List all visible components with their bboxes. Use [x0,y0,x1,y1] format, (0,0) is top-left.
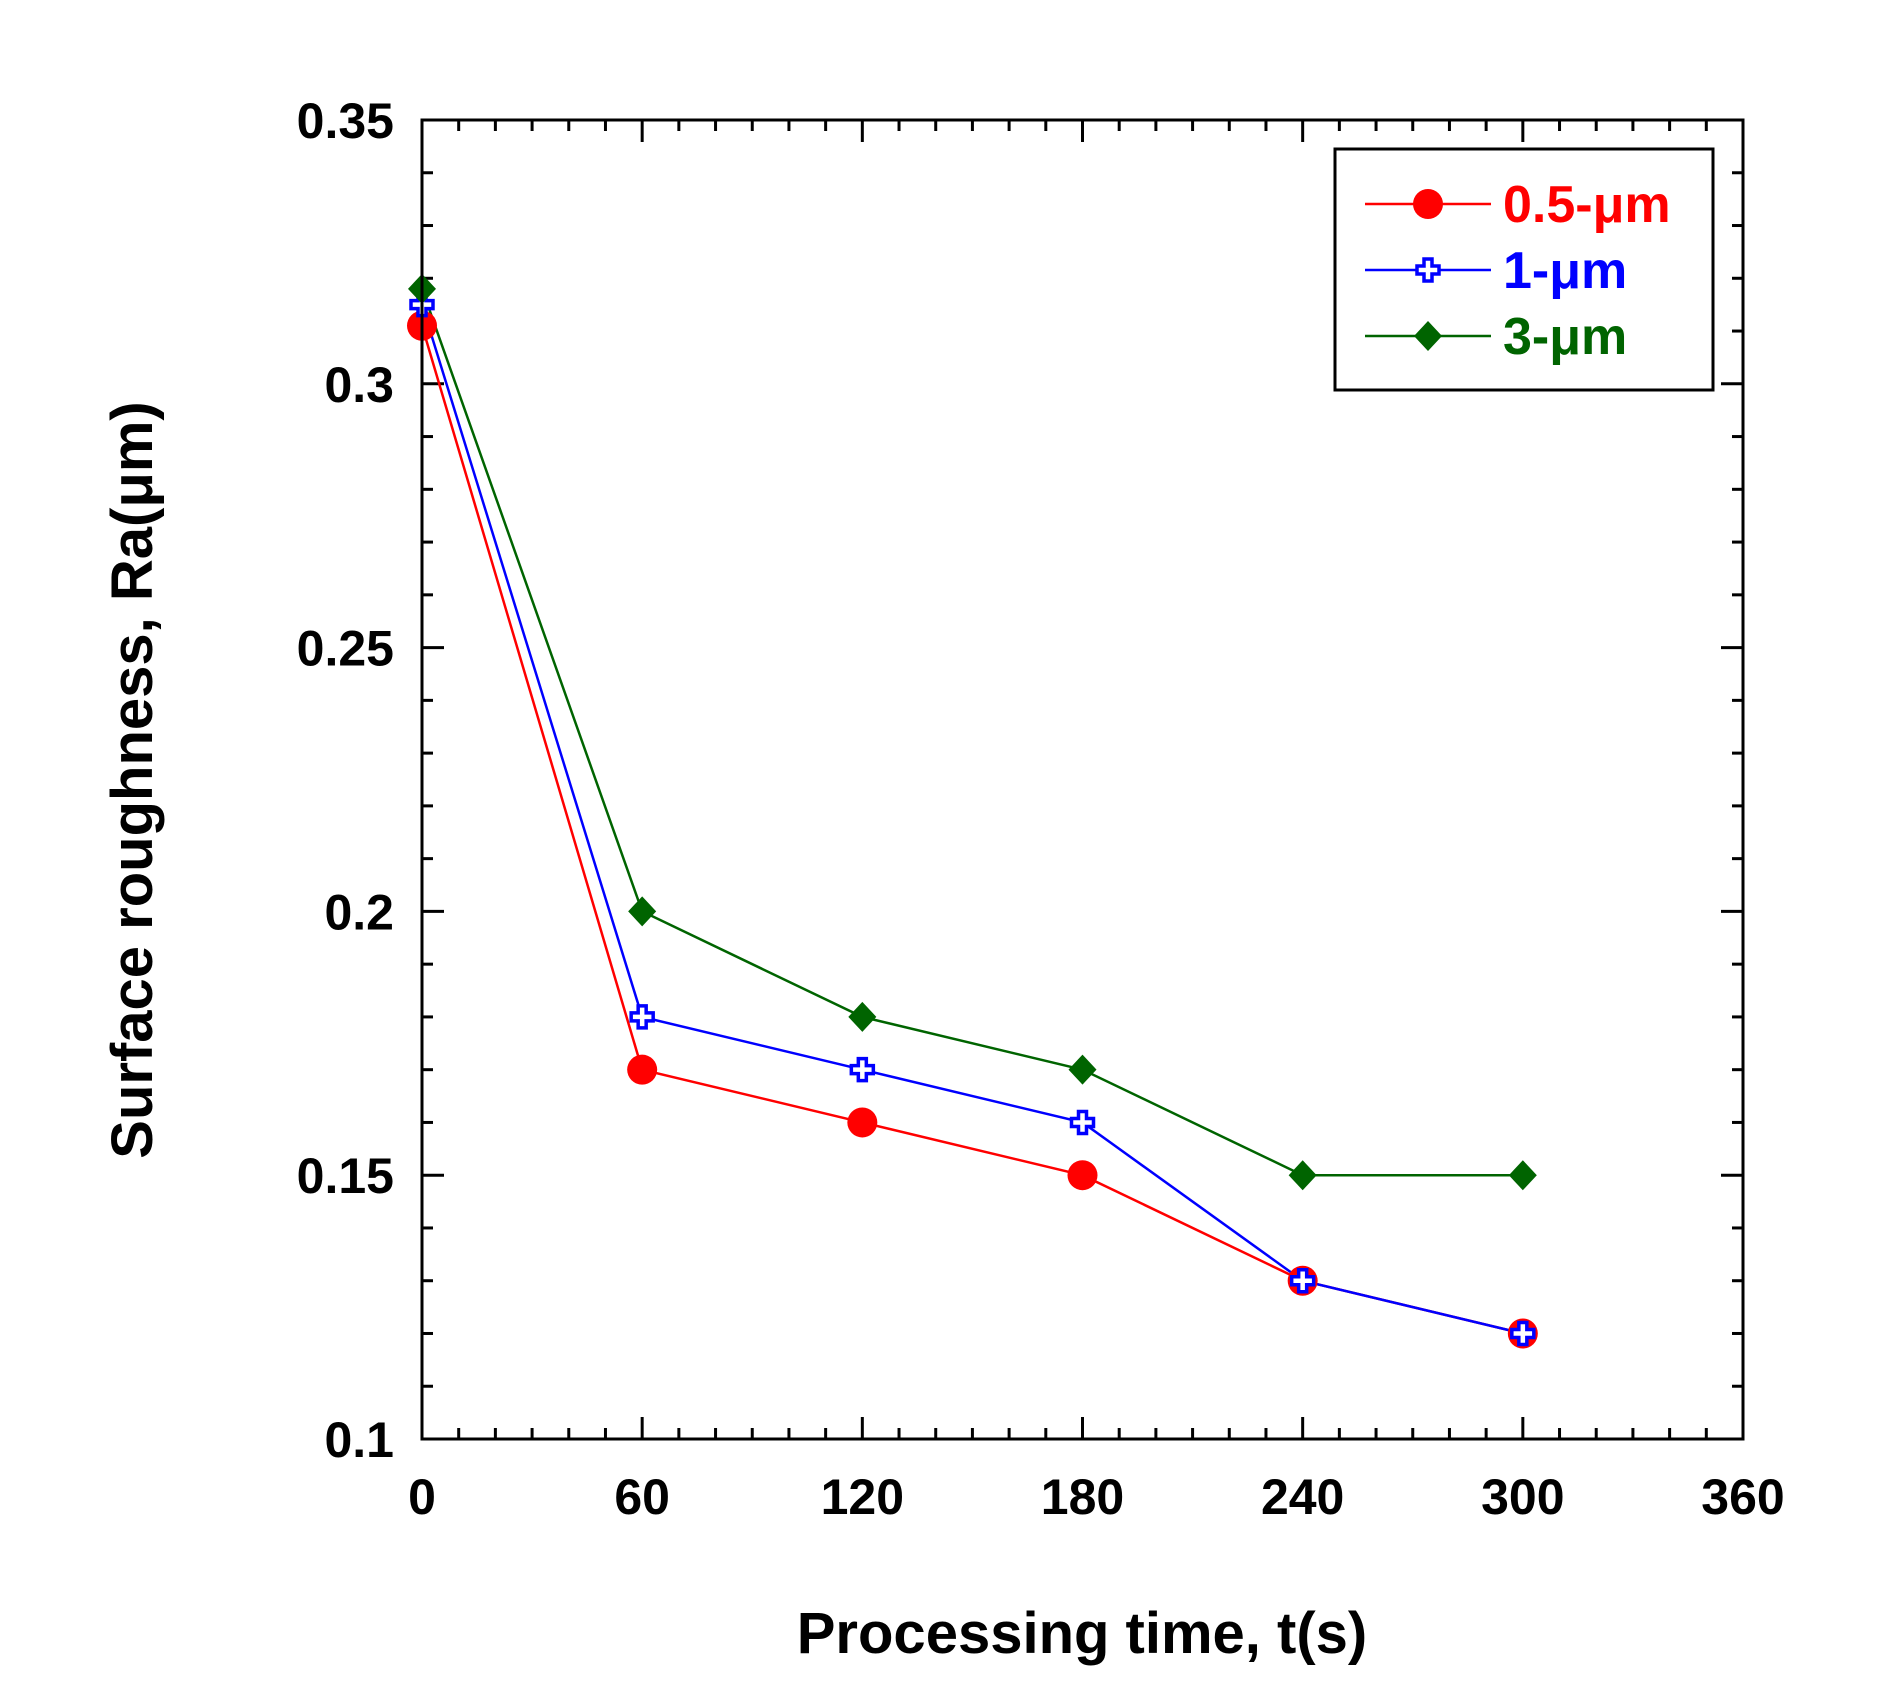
data-point [628,896,657,927]
x-tick-label: 60 [614,1469,670,1525]
data-point [1069,1109,1096,1136]
series-0.5-μm [420,325,1524,1335]
markers-0.5-μm [407,310,1538,1349]
plot-frame [420,118,1745,1441]
series-layer [407,273,1538,1349]
x-axis-label: Processing time, t(s) [797,1601,1367,1666]
series-1-μm [420,304,1524,1335]
markers-1-μm [409,291,1536,1347]
data-point [1288,1160,1317,1191]
legend-label: 1-μm [1503,242,1627,300]
data-point [847,1107,878,1138]
markers-3-μm [408,273,1537,1191]
legend-label: 0.5-μm [1503,176,1671,234]
x-tick-label: 300 [1481,1469,1564,1525]
data-point [629,1004,655,1030]
legend-entry: 1-μm [1365,242,1627,300]
series-line [420,288,1523,1177]
legend-marker [1415,257,1441,283]
y-tick-label: 0.3 [324,357,394,413]
y-tick-label: 0.25 [297,621,394,677]
x-tick-label: 0 [408,1469,436,1525]
data-point [1508,1160,1537,1191]
series-line [420,304,1524,1335]
x-tick-label: 180 [1041,1469,1124,1525]
y-tick-label: 0.1 [324,1412,394,1468]
data-point [848,1001,877,1032]
legend: 0.5-μm 1-μm 3-μm [1333,147,1715,392]
data-point [1510,1320,1536,1347]
tick-labels: 0 60 120 180 240 300 360 0.1 0.15 0.2 0.25 0.3 0.35 [297,93,1785,1525]
series-line [420,325,1524,1335]
legend-marker [1413,189,1443,219]
legend-label: 3-μm [1503,308,1627,366]
y-tick-label: 0.2 [324,884,394,940]
x-tick-label: 120 [821,1469,904,1525]
legend-entry: 0.5-μm [1365,176,1671,234]
y-axis-label: Surface roughness, Ra(μm) [100,401,165,1158]
data-point [1289,1267,1316,1294]
x-tick-label: 240 [1261,1469,1344,1525]
data-point [1068,1054,1097,1085]
series-3-μm [420,288,1523,1177]
x-tick-label: 360 [1701,1469,1784,1525]
legend-marker [1414,321,1442,351]
data-point [627,1054,658,1085]
data-point [849,1056,876,1083]
y-tick-label: 0.35 [297,93,394,149]
legend-entry: 3-μm [1365,308,1627,366]
y-tick-label: 0.15 [297,1148,394,1204]
data-point [1067,1160,1098,1191]
